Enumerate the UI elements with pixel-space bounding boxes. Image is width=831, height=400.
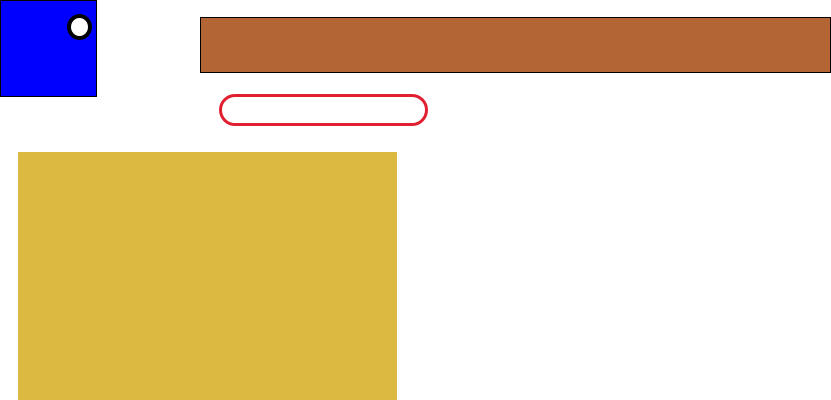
gold-rectangle	[18, 152, 397, 400]
red-rounded-outline	[219, 94, 428, 126]
brown-bar	[200, 17, 831, 73]
circle-knob	[67, 14, 92, 40]
